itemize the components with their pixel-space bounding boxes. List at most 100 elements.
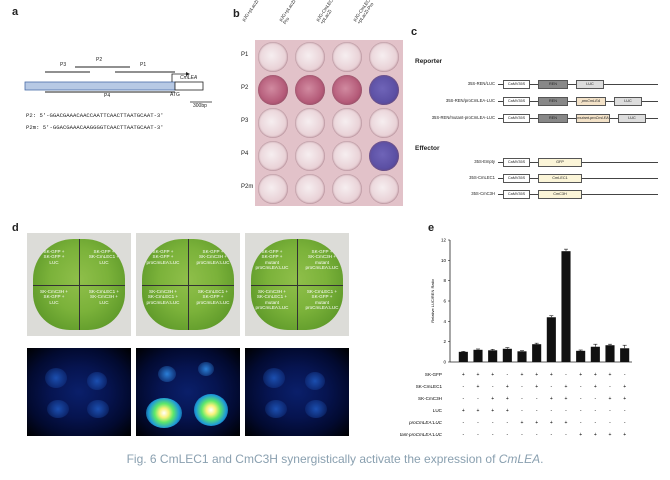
effector-name: 35S-CmC3H [471, 191, 495, 196]
effector-name: 35S-CmLEC1 [469, 175, 495, 180]
infiltration-label: SK-CmC3H + SK-CmLEC1 + mutant proCmLEA:L… [255, 289, 289, 310]
sign-cell: - [580, 396, 582, 402]
yeast-spot-cell [329, 73, 366, 107]
sign-cell: - [521, 432, 523, 438]
infiltration-label: SK-CmLEC1 + SK-GFP + mutant proCmLEA:LUC [305, 289, 339, 310]
colony [258, 42, 288, 72]
sign-cell: + [594, 384, 597, 390]
sign-cell: + [579, 432, 582, 438]
sign-cell: + [623, 384, 626, 390]
panel-d-label: d [12, 222, 19, 234]
construct-box: CaMV35S [503, 114, 530, 123]
infiltration-label: SK-CmC3H + SK-GFP + LUC [40, 289, 68, 305]
sign-cell: - [624, 420, 626, 426]
sign-cell: - [506, 420, 508, 426]
sign-cell: - [492, 432, 494, 438]
bar [458, 351, 468, 362]
panel-c: c Reporter 35S-REN/LUC CaMV35S REN LUC 35S-R… [405, 0, 670, 205]
y-tick-label: 0 [443, 360, 446, 365]
luc-signal [158, 366, 176, 382]
sign-cell: + [594, 372, 597, 378]
construct-box: REN [538, 114, 568, 123]
luc-ren-bar-chart: 0 2 4 6 8 10 12 Relative LUC/REN Ratio SK-GFP + + +… [400, 238, 632, 438]
sign-cell: - [521, 396, 523, 402]
colony [332, 141, 362, 171]
yeast-spot-cell [329, 106, 366, 140]
colony [369, 42, 399, 72]
y-tick-label: 4 [443, 319, 446, 324]
luc-signal [198, 362, 214, 376]
sign-cell: - [550, 432, 552, 438]
sign-cell: + [477, 408, 480, 414]
y-tick-label: 12 [441, 238, 447, 243]
sign-cell: + [623, 396, 626, 402]
construct-box: CaMV35S [503, 80, 530, 89]
sign-cell: - [594, 408, 596, 414]
yeast-spot-cell [255, 73, 292, 107]
yeast-spot-cell [255, 40, 292, 74]
colony [332, 108, 362, 138]
promoter-bar [24, 81, 176, 91]
fragment-p4-label: P4 [104, 93, 111, 99]
colony [258, 108, 288, 138]
bar [473, 349, 483, 362]
y-tick-label: 6 [443, 299, 446, 304]
sign-cell: - [580, 384, 582, 390]
sign-cell: + [521, 372, 524, 378]
yeast-spot-cell [255, 172, 292, 206]
colony [258, 141, 288, 171]
construct-box: CaMV35S [503, 97, 530, 106]
colony [332, 75, 362, 105]
atg-label: ATG [170, 92, 180, 98]
bar [532, 344, 542, 362]
colony [369, 174, 399, 204]
effector-name: 35S-Empty [474, 159, 495, 164]
bar [605, 345, 615, 362]
sign-cell: + [462, 372, 465, 378]
yeast-spot-cell [292, 40, 329, 74]
luciferase-image [136, 348, 240, 436]
quadrant-line-h [251, 284, 343, 286]
bar [502, 348, 512, 362]
reporter-name: 35S-REN/LUC [467, 81, 495, 86]
y-tick-label: 8 [443, 278, 446, 283]
sign-cell: + [565, 384, 568, 390]
fragment-p2-label: P2 [96, 57, 103, 63]
sign-cell: + [609, 432, 612, 438]
luc-signal [265, 400, 287, 418]
tobacco-leaf: SK-GFP + SK-GFP + mutant proCmLEA:LUC SK-… [245, 233, 349, 336]
sign-cell: + [477, 372, 480, 378]
sign-cell: + [535, 384, 538, 390]
bar [517, 351, 527, 362]
bar [590, 346, 600, 362]
p2-sequence: P2: 5'-GGACGAAACAACCAATTCAACTTAATGCAAT-3… [26, 112, 164, 119]
infiltration-label: SK-CmLEC1 + SK-GFP + proCmLEA:LUC [196, 289, 230, 305]
fragment-p1-label: P1 [140, 62, 147, 68]
colony [295, 174, 325, 204]
sign-cell: - [565, 408, 567, 414]
yeast-spot-cell [366, 172, 403, 206]
yeast-spot-cell [329, 172, 366, 206]
yeast-spot-cell [366, 139, 403, 173]
row-label: P2 [241, 85, 249, 91]
promoter-diagram [24, 66, 212, 103]
sign-cell: - [506, 372, 508, 378]
sign-cell: - [521, 384, 523, 390]
yeast-spot-cell [255, 106, 292, 140]
reporter-name: 35S-REN/proCmLEA-LUC [445, 98, 495, 103]
luc-signal [87, 372, 107, 390]
sign-cell: - [536, 432, 538, 438]
bar [546, 317, 556, 362]
sign-row-label: LUC [433, 408, 443, 413]
sign-cell: - [550, 408, 552, 414]
panel-b-label: b [233, 8, 240, 20]
colony [295, 42, 325, 72]
row-label: P4 [241, 151, 249, 157]
yeast-spot-cell [292, 172, 329, 206]
sign-cell: + [579, 372, 582, 378]
column-header: pJG+pLacZi [240, 0, 260, 23]
effector-title: Effector [415, 145, 440, 152]
panel-e: e 0 2 4 6 8 10 12 Relative LUC/REN Ratio SK-GFP +… [400, 210, 670, 450]
infiltration-label: SK-GFP + SK-CmLEC1 + LUC [88, 249, 120, 265]
reporter-title: Reporter [415, 58, 443, 65]
